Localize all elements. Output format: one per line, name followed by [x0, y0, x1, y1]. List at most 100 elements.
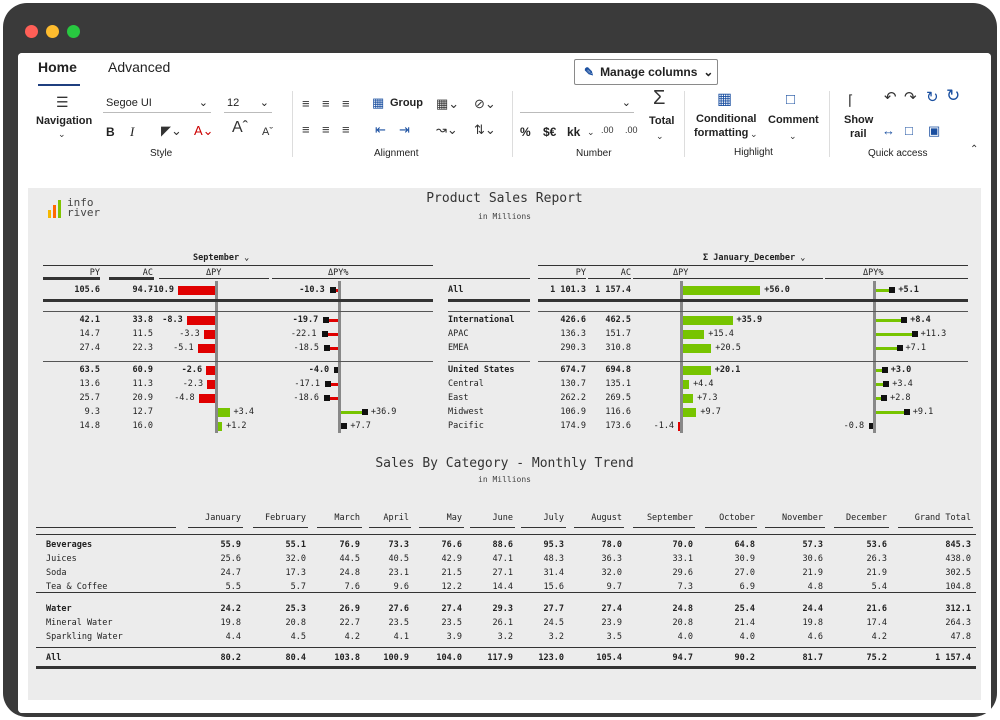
- table-cell: 4.1: [393, 632, 409, 642]
- axis-line: [873, 281, 876, 433]
- delta-bar: [203, 330, 215, 339]
- delta-bar: [683, 286, 761, 295]
- divider: [512, 91, 513, 157]
- comment-button[interactable]: Comment: [768, 114, 819, 126]
- logo-text: river: [67, 206, 101, 219]
- lock-icon[interactable]: ▣: [928, 123, 941, 138]
- currency-format-button[interactable]: $€: [543, 125, 557, 139]
- table-cell: 3.2: [548, 632, 564, 642]
- row-label[interactable]: Midwest: [448, 407, 484, 417]
- row-label[interactable]: Pacific: [448, 421, 484, 431]
- font-color-icon[interactable]: A⌄: [194, 123, 214, 138]
- row-label[interactable]: EMEA: [448, 343, 469, 353]
- delta-pin-head: [324, 345, 331, 351]
- cell-yac: 1 157.4: [595, 285, 631, 295]
- thousands-format-button[interactable]: kk: [567, 125, 581, 139]
- row-label[interactable]: East: [448, 393, 469, 403]
- chevron-down-icon: ⌄: [58, 129, 66, 139]
- table-cell: 29.3: [492, 604, 513, 614]
- delta-pin-head: [883, 381, 890, 387]
- align-center-icon[interactable]: ≡: [322, 122, 330, 137]
- font-size-select[interactable]: 12 ⌄: [224, 93, 272, 113]
- row-label[interactable]: International: [448, 315, 515, 325]
- increase-decimal-icon[interactable]: .00: [601, 125, 614, 135]
- delta-percent-label: +3.4: [892, 379, 913, 389]
- align-top-left-icon[interactable]: ≡: [302, 96, 310, 111]
- increase-font-icon[interactable]: Aˆ: [232, 119, 248, 136]
- fit-width-icon[interactable]: ↔: [882, 123, 895, 138]
- row-label[interactable]: Central: [448, 379, 484, 389]
- maximize-window-button[interactable]: [67, 25, 80, 38]
- borders-icon[interactable]: ▦⌄: [436, 96, 460, 111]
- alignment-group-label: Alignment: [374, 148, 419, 159]
- delta-label: -2.6: [181, 365, 203, 375]
- row-label[interactable]: APAC: [448, 329, 469, 339]
- quick-access-group-label: Quick access: [868, 148, 928, 159]
- delta-label: -1.4: [653, 421, 675, 431]
- table-cell: 21.9: [866, 568, 887, 578]
- fill-color-icon[interactable]: ◤⌄: [161, 123, 182, 138]
- row-label[interactable]: Sparkling Water: [46, 632, 123, 642]
- table-cell: 15.6: [543, 582, 564, 592]
- align-top-right-icon[interactable]: ≡: [342, 96, 350, 111]
- align-left-icon[interactable]: ≡: [302, 122, 310, 137]
- conditional-formatting-line1[interactable]: Conditional: [696, 113, 757, 125]
- align-top-center-icon[interactable]: ≡: [322, 96, 330, 111]
- manage-columns-icon: ✎: [584, 65, 595, 79]
- september-header[interactable]: September ⌄: [193, 253, 250, 263]
- percent-format-button[interactable]: %: [520, 125, 531, 139]
- hide-icon[interactable]: ⊘⌄: [474, 96, 496, 111]
- cell-ac: 11.3: [132, 379, 153, 389]
- row-label[interactable]: Mineral Water: [46, 618, 113, 628]
- row-label[interactable]: United States: [448, 365, 515, 375]
- text-direction-icon[interactable]: ↝⌄: [436, 122, 458, 137]
- divider: [829, 91, 830, 157]
- total-button[interactable]: Total: [649, 115, 675, 127]
- row-label[interactable]: Soda: [46, 568, 67, 578]
- close-window-button[interactable]: [25, 25, 38, 38]
- tab-home[interactable]: Home: [38, 59, 77, 75]
- line-spacing-icon[interactable]: ⇅⌄: [474, 122, 496, 137]
- fullscreen-icon[interactable]: □: [905, 123, 913, 138]
- decrease-font-icon[interactable]: Aˇ: [262, 126, 273, 138]
- group-button[interactable]: Group: [390, 97, 423, 109]
- row-label[interactable]: Water: [46, 604, 72, 614]
- delta-pin-head: [323, 317, 330, 323]
- table-cell: 22.7: [339, 618, 360, 628]
- undo-icon[interactable]: ↶: [884, 89, 897, 106]
- delta-label: +3.4: [233, 407, 255, 417]
- reload-icon[interactable]: ↻: [946, 86, 961, 105]
- minimize-window-button[interactable]: [46, 25, 59, 38]
- indent-decrease-icon[interactable]: ⇤: [375, 122, 386, 137]
- table-cell: 17.3: [285, 568, 306, 578]
- row-label[interactable]: Tea & Coffee: [46, 582, 108, 592]
- decrease-decimal-icon[interactable]: .00: [625, 125, 638, 135]
- collapse-ribbon-icon[interactable]: ⌃: [970, 144, 979, 155]
- align-right-icon[interactable]: ≡: [342, 122, 350, 137]
- report-subtitle: in Millions: [478, 212, 531, 221]
- row-label[interactable]: Beverages: [46, 540, 93, 550]
- year-header[interactable]: Σ January_December ⌄: [703, 253, 806, 263]
- delta-label: +1.2: [226, 421, 247, 431]
- show-rail-line1[interactable]: Show: [844, 114, 874, 126]
- row-label[interactable]: Juices: [46, 554, 77, 564]
- table-cell: 27.7: [543, 604, 564, 614]
- italic-button[interactable]: I: [130, 124, 135, 139]
- indent-increase-icon[interactable]: ⇥: [399, 122, 410, 137]
- conditional-formatting-line2[interactable]: formatting: [694, 127, 749, 139]
- table-cell: 4.8: [807, 582, 823, 592]
- table-cell: 24.2: [220, 604, 241, 614]
- font-name-select[interactable]: Segoe UI ⌄: [103, 93, 211, 113]
- tab-advanced[interactable]: Advanced: [108, 59, 171, 75]
- row-label[interactable]: All: [46, 653, 62, 663]
- delta-percent-label: +9.1: [912, 407, 934, 417]
- manage-columns-button[interactable]: ✎ Manage columns ⌄: [574, 59, 718, 85]
- navigation-button[interactable]: Navigation: [36, 115, 93, 127]
- show-rail-line2[interactable]: rail: [850, 128, 867, 140]
- redo-icon[interactable]: ↷: [904, 89, 917, 106]
- bold-button[interactable]: B: [106, 125, 115, 139]
- number-format-select[interactable]: ⌄: [520, 93, 634, 113]
- row-label[interactable]: All: [448, 285, 464, 295]
- refresh-icon[interactable]: ↻: [926, 89, 939, 106]
- delta-label: +7.3: [697, 393, 718, 403]
